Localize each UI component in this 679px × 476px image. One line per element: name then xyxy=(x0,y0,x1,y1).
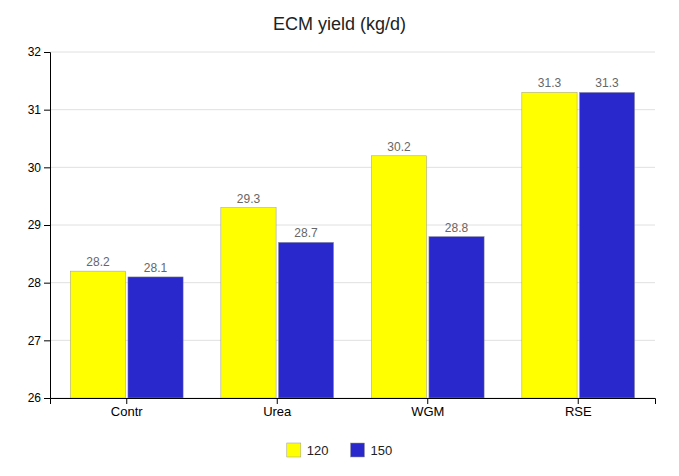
y-tick-mark xyxy=(44,283,50,284)
y-tick-label: 31 xyxy=(28,103,42,117)
y-tick-label: 29 xyxy=(28,218,42,232)
data-labels: 28.2 29.3 30.2 31.3 28.1 28.7 28.8 31.3 xyxy=(86,76,619,275)
x-tick-mark xyxy=(427,398,428,404)
bar xyxy=(278,242,333,398)
y-tick: 30 xyxy=(28,161,50,175)
bar xyxy=(522,92,577,398)
x-tick-mark xyxy=(126,398,127,404)
bar xyxy=(221,208,276,398)
x-tick: Contr xyxy=(111,398,143,419)
y-tick: 28 xyxy=(28,276,50,290)
title: ECM yield (kg/d) xyxy=(273,14,406,34)
chart: ECM yield (kg/d) 26 27 28 29 30 31 32 Contr Urea W… xyxy=(0,0,679,476)
x-tick-label: Urea xyxy=(263,404,292,419)
bar xyxy=(579,92,634,398)
y-tick-label: 28 xyxy=(28,276,42,290)
x-tick-label: WGM xyxy=(411,404,444,419)
bar xyxy=(70,271,125,398)
y-tick: 29 xyxy=(28,218,50,232)
y-tick: 27 xyxy=(28,334,50,348)
legend-item: 150 xyxy=(351,443,393,458)
x-axis: Contr Urea WGM RSE xyxy=(51,398,656,419)
x-axis-line xyxy=(51,399,656,405)
y-tick: 26 xyxy=(28,391,50,405)
data-label: 28.8 xyxy=(445,221,469,235)
x-tick-mark xyxy=(277,398,278,404)
y-axis-line xyxy=(44,53,51,399)
y-tick-label: 32 xyxy=(28,45,42,59)
grid xyxy=(50,52,655,398)
legend-label: 120 xyxy=(307,443,329,458)
x-tick-mark xyxy=(578,398,579,404)
x-tick: RSE xyxy=(565,398,592,419)
plot: 26 27 28 29 30 31 32 Contr Urea WGM RSE 28.2 29.3 30.… xyxy=(28,45,656,419)
data-label: 28.7 xyxy=(294,226,318,240)
y-tick-mark xyxy=(44,398,50,399)
legend-item: 120 xyxy=(287,443,329,458)
bar xyxy=(429,237,484,398)
x-tick-label: Contr xyxy=(111,404,143,419)
data-label: 30.2 xyxy=(387,140,411,154)
x-tick-label: RSE xyxy=(565,404,592,419)
y-tick-mark xyxy=(44,225,50,226)
y-tick: 31 xyxy=(28,103,50,117)
y-tick-label: 30 xyxy=(28,161,42,175)
x-tick: WGM xyxy=(411,398,444,419)
y-tick-label: 27 xyxy=(28,334,42,348)
data-label: 28.1 xyxy=(144,261,168,275)
legend-label: 150 xyxy=(371,443,393,458)
data-label: 29.3 xyxy=(237,192,261,206)
y-axis: 26 27 28 29 30 31 32 xyxy=(28,45,51,405)
y-tick-label: 26 xyxy=(28,391,42,405)
y-tick-mark xyxy=(44,340,50,341)
data-label: 31.3 xyxy=(538,76,562,90)
y-tick-mark xyxy=(44,52,50,53)
grid-line xyxy=(50,52,655,53)
data-label: 31.3 xyxy=(595,76,619,90)
bar xyxy=(371,156,426,398)
bars xyxy=(70,92,634,398)
legend: 120 150 xyxy=(287,443,392,458)
y-tick-mark xyxy=(44,167,50,168)
y-tick: 32 xyxy=(28,45,50,59)
legend-swatch xyxy=(287,443,301,457)
x-tick: Urea xyxy=(263,398,292,419)
y-tick-mark xyxy=(44,110,50,111)
legend-swatch xyxy=(351,443,365,457)
data-label: 28.2 xyxy=(86,255,110,269)
bar xyxy=(128,277,183,398)
